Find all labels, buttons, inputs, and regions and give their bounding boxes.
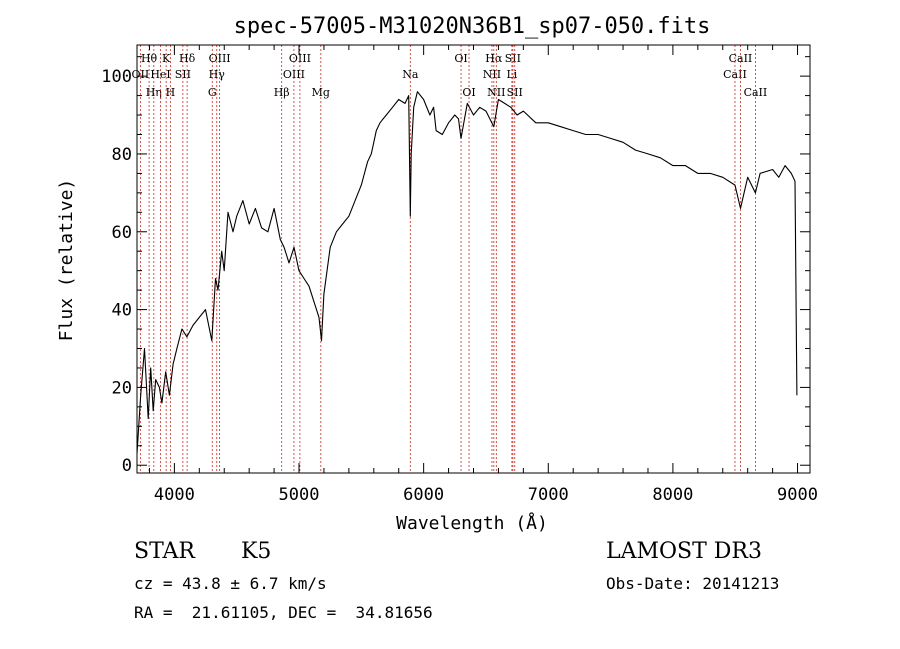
line-marker-label: Li [506,68,517,81]
line-marker-label: OIII [289,52,311,65]
line-marker-label: NII [483,68,501,81]
line-marker-label: OIII [283,68,305,81]
spectrum-series [136,91,798,454]
line-marker-label: CaII [723,68,747,81]
line-marker-label: CaII [744,86,768,99]
observation-date: Obs-Date: 20141213 [606,574,780,593]
line-marker-label: Na [402,68,419,81]
line-marker-label: OI [462,86,475,99]
line-marker-label: Hδ [179,52,196,65]
x-tick-label: 9000 [777,485,818,505]
y-tick-label: 40 [112,301,132,321]
spectral-line-markers: Hθ OII Hη HeI K H SII Hδ G Hγ OIII Hβ OIII OIII Mg Na OI… [132,45,768,473]
x-tick-label: 5000 [279,485,320,505]
line-marker-label: OI [454,52,467,65]
line-marker-label: K [162,52,171,65]
line-marker-label: Hβ [274,86,290,99]
x-tick-label: 6000 [403,485,444,505]
object-class: STAR [134,539,195,564]
line-marker-label: NII [487,86,505,99]
y-tick-label: 80 [112,145,132,165]
plot-frame [136,44,811,474]
line-marker-label: OIII [209,52,231,65]
x-axis-label: Wavelength (Å) [396,512,548,534]
x-tick-label: 4000 [154,485,195,505]
x-tick-label: 7000 [528,485,569,505]
line-marker-label: SII [175,68,191,81]
line-marker-label: G [208,86,217,99]
line-marker-label: SII [507,86,523,99]
line-marker-label: Hα [485,52,503,65]
line-marker-label: Mg [312,86,330,99]
y-tick-label: 20 [112,378,132,398]
line-marker-label: H [166,86,176,99]
line-marker-label: CaII [729,52,753,65]
coordinates: RA = 21.61105, DEC = 34.81656 [134,603,433,622]
y-tick-label: 100 [101,67,132,87]
line-marker-label: Hη [146,86,162,99]
line-marker-label: Hθ [141,52,158,65]
survey-name: LAMOST DR3 [606,539,762,564]
line-marker-label: SII [505,52,521,65]
y-tick-label: 60 [112,223,132,243]
object-subclass: K5 [241,539,272,564]
axes: 4000 5000 6000 7000 8000 9000 0 20 40 60 80 100 [101,45,818,505]
y-axis-label: Flux (relative) [56,179,77,342]
spectrum-line [136,91,798,454]
y-tick-label: 0 [122,456,132,476]
line-marker-label: Hγ [209,68,226,81]
line-marker-label: OII [132,68,150,81]
x-tick-label: 8000 [652,485,693,505]
chart-title: spec-57005-M31020N36B1_sp07-050.fits [234,14,711,39]
redshift-value: cz = 43.8 ± 6.7 km/s [134,574,327,593]
line-marker-label: HeI [150,68,170,81]
